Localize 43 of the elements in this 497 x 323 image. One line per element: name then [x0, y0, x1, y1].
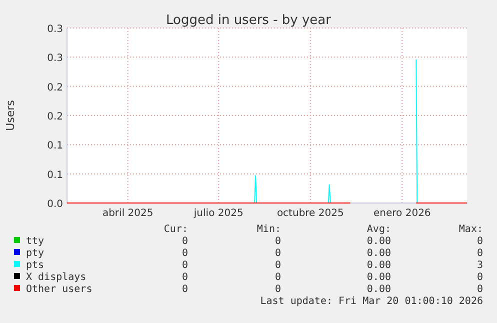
text: 0 [274, 272, 281, 283]
text: 0 [274, 260, 281, 271]
x-tick-label: enero 2026 [374, 208, 431, 219]
text: Min: [256, 224, 281, 235]
text: 0.00 [366, 284, 391, 295]
legend-label: tty [26, 236, 44, 247]
text: 0 [182, 248, 188, 259]
text: 0 [476, 248, 483, 259]
legend-label: X displays [26, 272, 86, 283]
text: Avg: [366, 224, 391, 235]
text: 0 [274, 248, 281, 259]
text: 0.00 [366, 248, 391, 259]
text: 0.00 [366, 260, 391, 271]
text: 0 [476, 272, 483, 283]
y-tick-label: 0.1 [47, 170, 63, 181]
x-tick-label: octubre 2025 [276, 208, 344, 219]
legend-label: pty [26, 248, 44, 259]
text: 0 [182, 260, 188, 271]
text: 0 [182, 272, 188, 283]
legend-label: pts [26, 260, 44, 271]
y-axis-title: Users [4, 100, 17, 131]
x-tick-label: julio 2025 [192, 208, 244, 219]
legend-label: Other users [26, 284, 92, 295]
text: Max: [458, 224, 483, 235]
y-tick-label: 0.2 [47, 112, 63, 122]
x-tick-label: abril 2025 [102, 208, 154, 219]
y-tick-label: 0.3 [47, 53, 63, 64]
text: 0 [182, 236, 188, 247]
y-tick-label: 0.0 [47, 199, 63, 210]
text: Cur: [164, 224, 188, 235]
text: 3 [476, 260, 483, 271]
y-tick-label: 0.3 [47, 24, 63, 35]
chart-title: Logged in users - by year [166, 13, 332, 28]
y-tick-label: 0.2 [47, 82, 63, 94]
y-tick-label: 0.1 [47, 140, 63, 152]
text: 0 [476, 284, 483, 295]
text: 0 [182, 284, 188, 295]
text: Last update: Fri Mar 20 01:00:10 2026 [260, 296, 483, 307]
text: 0 [476, 236, 483, 247]
text: 0 [274, 236, 281, 247]
text: 0 [274, 284, 281, 295]
text: 0.00 [366, 272, 391, 283]
text: 0.00 [366, 236, 391, 247]
